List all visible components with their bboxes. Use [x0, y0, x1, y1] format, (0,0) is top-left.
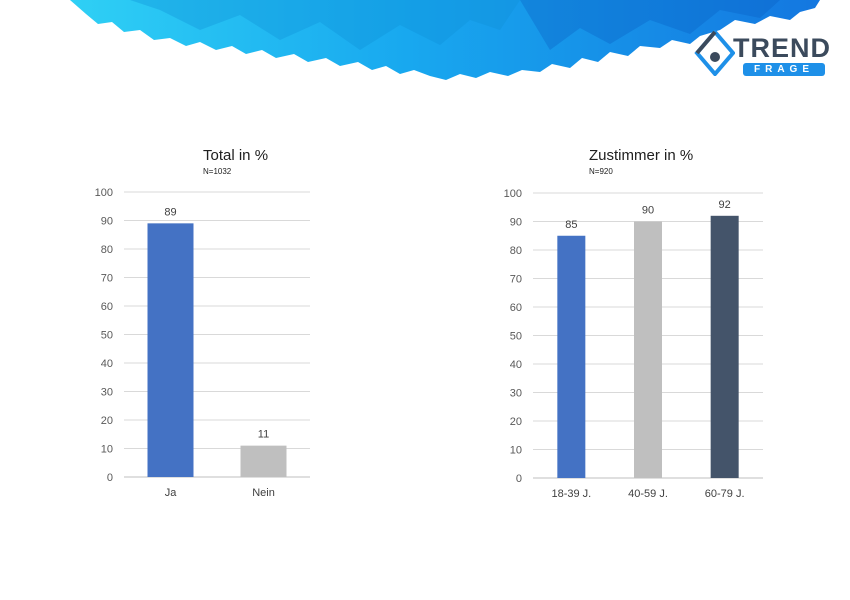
data-label: 90 — [642, 205, 654, 217]
logo-diamond-icon — [694, 30, 735, 76]
y-tick-label: 80 — [510, 245, 522, 257]
header-banner — [70, 0, 820, 80]
y-tick-label: 50 — [101, 330, 113, 342]
data-label: 11 — [258, 429, 269, 441]
y-tick-label: 70 — [101, 273, 113, 285]
y-tick-label: 90 — [510, 217, 522, 229]
bar — [710, 215, 739, 479]
y-tick-label: 40 — [510, 359, 522, 371]
chart-subtitle-zustimmer: N=920 — [589, 167, 613, 176]
y-tick-label: 100 — [95, 187, 113, 199]
y-tick-label: 60 — [101, 301, 113, 313]
category-label: Nein — [252, 487, 275, 499]
y-tick-label: 30 — [101, 387, 113, 399]
bar — [557, 235, 586, 478]
y-tick-label: 40 — [101, 358, 113, 370]
y-tick-label: 90 — [101, 216, 113, 228]
y-tick-label: 30 — [510, 388, 522, 400]
category-label: Ja — [165, 487, 178, 499]
bar — [634, 221, 662, 478]
y-tick-label: 50 — [510, 331, 522, 343]
trendfrage-logo: TREND FRAGE — [693, 30, 833, 80]
data-label: 89 — [164, 206, 176, 218]
y-tick-label: 10 — [510, 445, 522, 457]
y-tick-label: 70 — [510, 274, 522, 286]
y-tick-label: 100 — [504, 188, 522, 200]
bar — [240, 445, 287, 477]
chart-title-total: Total in % — [203, 147, 269, 164]
chart-subtitle-total: N=1032 — [203, 167, 232, 176]
logo-sub: FRAGE — [743, 63, 825, 76]
category-label: 18-39 J. — [551, 488, 591, 500]
y-tick-label: 20 — [101, 415, 113, 427]
y-tick-label: 10 — [101, 444, 113, 456]
y-tick-label: 20 — [510, 416, 522, 428]
category-label: 60-79 J. — [705, 488, 745, 500]
y-tick-label: 0 — [107, 472, 113, 484]
y-tick-label: 0 — [516, 473, 522, 485]
data-label: 85 — [565, 219, 577, 231]
logo-word: TREND — [733, 33, 831, 63]
y-tick-label: 60 — [510, 302, 522, 314]
y-tick-label: 80 — [101, 244, 113, 256]
category-label: 40-59 J. — [628, 488, 668, 500]
chart-title-zustimmer: Zustimmer in % — [589, 147, 694, 164]
data-label: 92 — [719, 199, 731, 211]
bar — [147, 223, 194, 477]
